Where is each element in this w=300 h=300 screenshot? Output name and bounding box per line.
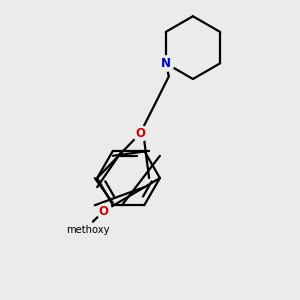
Text: N: N (161, 57, 171, 70)
Text: O: O (99, 205, 109, 218)
Text: methoxy: methoxy (66, 225, 110, 235)
Text: O: O (135, 127, 145, 140)
